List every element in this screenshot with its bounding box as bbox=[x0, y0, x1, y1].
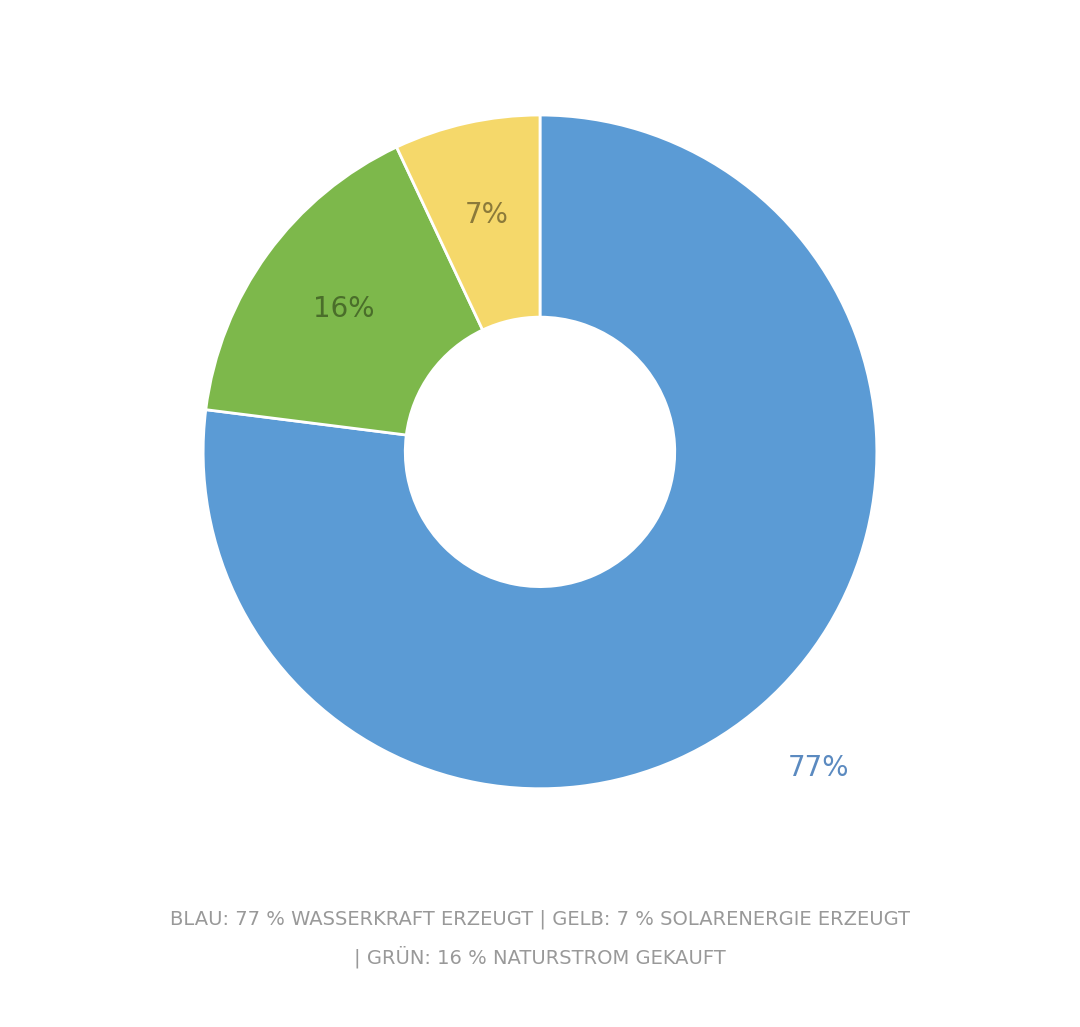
Wedge shape bbox=[206, 147, 483, 435]
Text: BLAU: 77 % WASSERKRAFT ERZEUGT | GELB: 7 % SOLARENERGIE ERZEUGT: BLAU: 77 % WASSERKRAFT ERZEUGT | GELB: 7… bbox=[170, 910, 910, 928]
Text: 16%: 16% bbox=[313, 296, 375, 324]
Text: 77%: 77% bbox=[787, 754, 849, 782]
Wedge shape bbox=[203, 115, 877, 789]
Text: 7%: 7% bbox=[465, 201, 509, 229]
Wedge shape bbox=[396, 115, 540, 330]
Text: | GRÜN: 16 % NATURSTROM GEKAUFT: | GRÜN: 16 % NATURSTROM GEKAUFT bbox=[354, 946, 726, 968]
